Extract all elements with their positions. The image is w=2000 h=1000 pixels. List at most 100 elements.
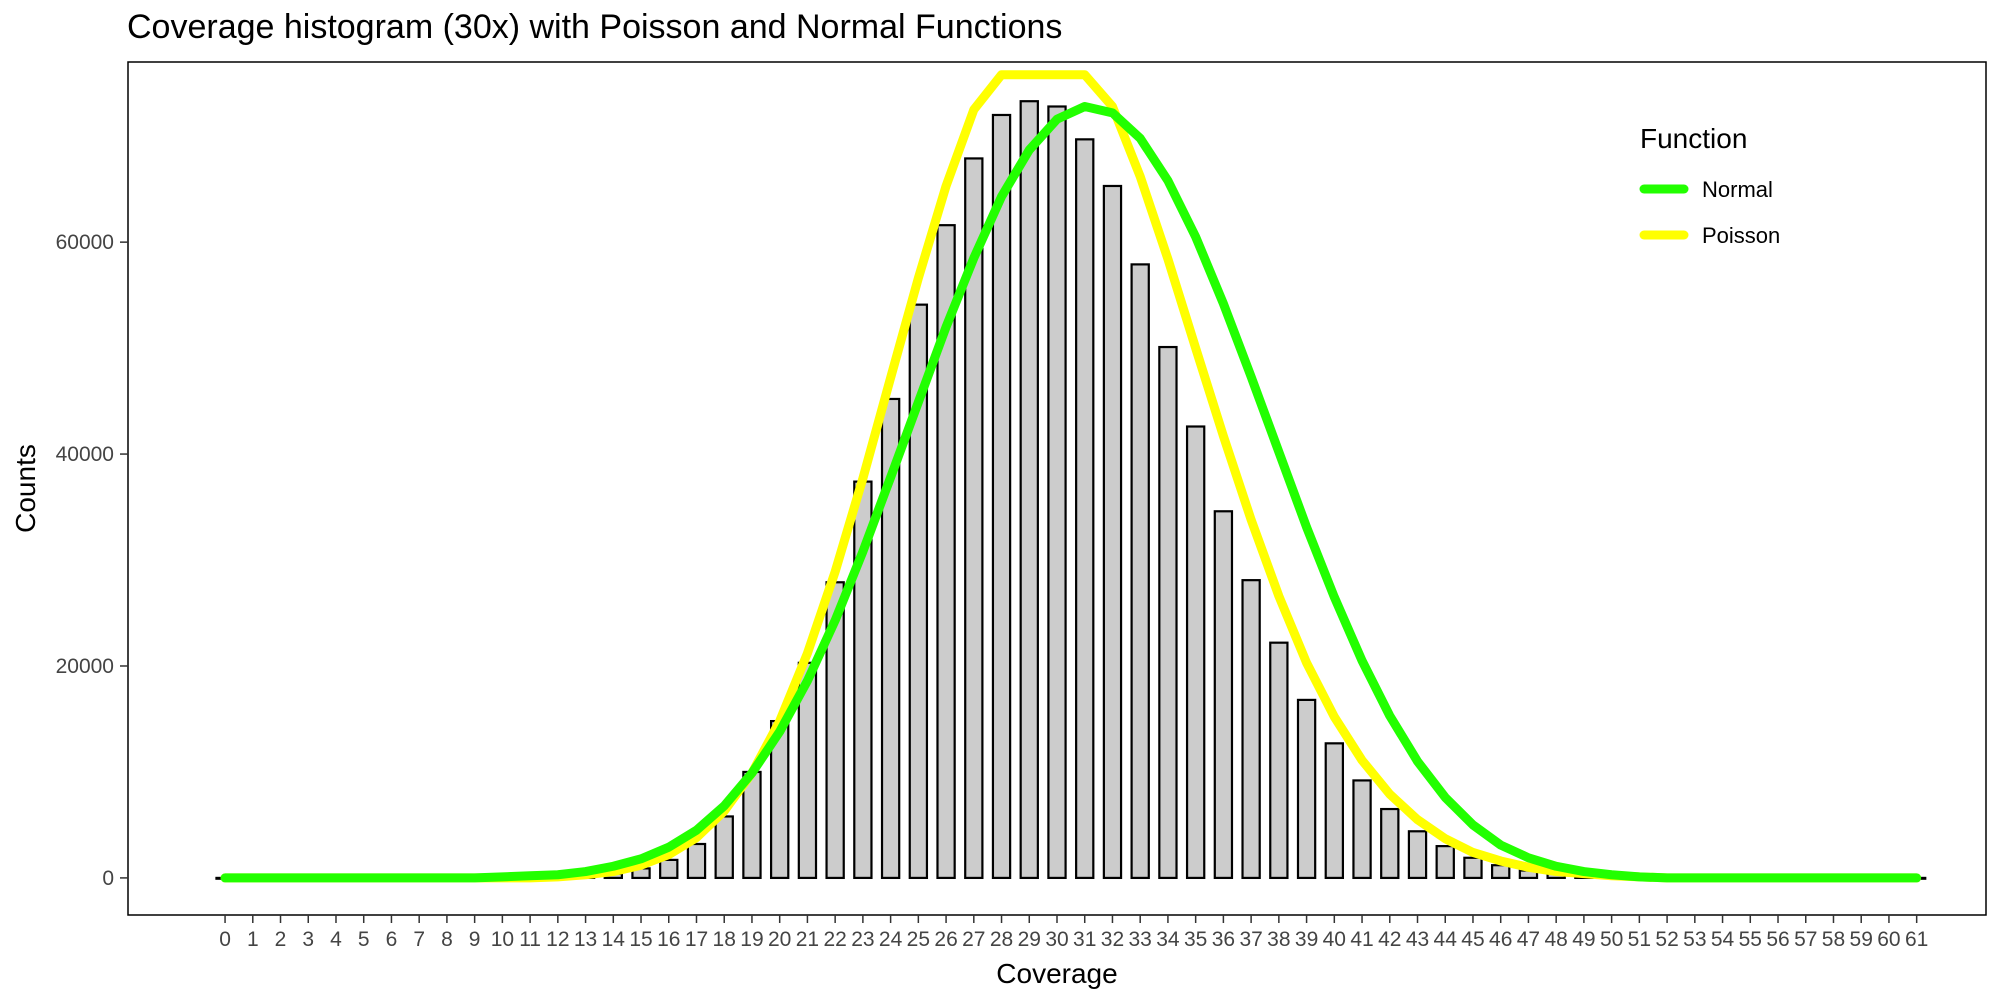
x-tick-label-43: 43	[1406, 928, 1429, 951]
bar-39	[1296, 698, 1317, 880]
x-tick-label-34: 34	[1156, 928, 1180, 951]
chart-title: Coverage histogram (30x) with Poisson an…	[127, 8, 1063, 46]
histogram-bars	[215, 100, 1927, 880]
x-tick-label-53: 53	[1683, 928, 1706, 951]
x-tick-label-51: 51	[1628, 928, 1651, 951]
x-tick-label-24: 24	[879, 928, 903, 951]
x-tick-label-36: 36	[1212, 928, 1235, 951]
bar-38	[1269, 641, 1289, 880]
y-tick-label-20000: 20000	[56, 655, 114, 678]
x-tick-label-10: 10	[491, 928, 514, 951]
x-tick-label-31: 31	[1073, 928, 1096, 951]
x-tick-label-6: 6	[386, 928, 398, 951]
x-tick-label-14: 14	[602, 928, 626, 951]
x-tick-label-9: 9	[469, 928, 481, 951]
x-tick-label-54: 54	[1711, 928, 1735, 951]
x-tick-label-1: 1	[247, 928, 259, 951]
x-tick-label-16: 16	[657, 928, 680, 951]
series-line-normal	[220, 102, 1922, 883]
y-axis-title: Counts	[10, 444, 41, 533]
x-tick-label-27: 27	[962, 928, 985, 951]
x-tick-label-49: 49	[1572, 928, 1595, 951]
x-tick-label-18: 18	[713, 928, 736, 951]
x-tick-label-15: 15	[629, 928, 652, 951]
x-tick-label-0: 0	[219, 928, 231, 951]
bar-34	[1158, 345, 1178, 880]
legend-label-normal: Normal	[1702, 177, 1773, 202]
x-tick-label-47: 47	[1517, 928, 1540, 951]
x-tick-label-11: 11	[519, 928, 541, 951]
bar-27	[964, 157, 984, 880]
bar-31	[1075, 138, 1095, 880]
y-tick-label-0: 0	[102, 867, 114, 890]
x-tick-label-25: 25	[907, 928, 930, 951]
x-tick-label-33: 33	[1129, 928, 1152, 951]
y-axis: 0 20000 40000 60000	[56, 231, 128, 890]
x-tick-label-42: 42	[1378, 928, 1401, 951]
x-tick-label-26: 26	[934, 928, 957, 951]
bar-40	[1324, 742, 1345, 880]
x-tick-label-3: 3	[302, 928, 314, 951]
x-tick-label-5: 5	[358, 928, 370, 951]
x-tick-label-20: 20	[768, 928, 791, 951]
series-line-poisson	[220, 70, 1922, 883]
x-tick-label-2: 2	[275, 928, 287, 951]
function-curves	[220, 70, 1922, 883]
x-tick-label-52: 52	[1655, 928, 1678, 951]
bar-35	[1185, 425, 1206, 880]
x-tick-label-12: 12	[546, 928, 569, 951]
bar-18	[714, 815, 734, 880]
x-tick-label-56: 56	[1766, 928, 1789, 951]
x-tick-label-4: 4	[330, 928, 342, 951]
x-tick-label-19: 19	[740, 928, 763, 951]
bar-44	[1435, 845, 1455, 880]
x-tick-label-40: 40	[1323, 928, 1346, 951]
x-tick-label-28: 28	[990, 928, 1013, 951]
bar-30	[1047, 105, 1067, 880]
x-tick-label-39: 39	[1295, 928, 1318, 951]
x-tick-label-46: 46	[1489, 928, 1512, 951]
x-tick-label-55: 55	[1739, 928, 1762, 951]
bar-36	[1213, 510, 1234, 880]
bar-45	[1463, 856, 1483, 880]
x-tick-label-38: 38	[1267, 928, 1290, 951]
bar-24	[880, 397, 901, 880]
x-tick-label-8: 8	[441, 928, 453, 951]
x-tick-label-59: 59	[1850, 928, 1873, 951]
x-tick-label-50: 50	[1600, 928, 1623, 951]
x-tick-label-35: 35	[1184, 928, 1207, 951]
bar-46	[1490, 864, 1511, 880]
y-tick-label-40000: 40000	[56, 443, 114, 466]
legend-label-poisson: Poisson	[1702, 223, 1780, 248]
x-tick-label-58: 58	[1822, 928, 1845, 951]
x-tick-label-29: 29	[1018, 928, 1041, 951]
bar-37	[1241, 579, 1261, 880]
x-tick-label-32: 32	[1101, 928, 1124, 951]
x-tick-label-7: 7	[413, 928, 425, 951]
x-tick-label-45: 45	[1461, 928, 1484, 951]
x-tick-label-48: 48	[1544, 928, 1567, 951]
bar-43	[1407, 830, 1428, 880]
bar-16	[659, 858, 679, 880]
x-tick-label-17: 17	[685, 928, 708, 951]
bar-33	[1130, 263, 1150, 880]
bar-17	[686, 842, 707, 880]
legend-title: Function	[1640, 123, 1747, 154]
bar-26	[936, 224, 956, 880]
bar-32	[1102, 184, 1123, 880]
legend: Function Normal Poisson	[1639, 123, 1780, 248]
x-tick-label-44: 44	[1434, 928, 1458, 951]
x-tick-label-23: 23	[851, 928, 874, 951]
x-tick-label-60: 60	[1877, 928, 1900, 951]
x-tick-label-57: 57	[1794, 928, 1817, 951]
bar-25	[908, 303, 929, 880]
bar-29	[1019, 100, 1039, 880]
x-tick-label-21: 21	[796, 928, 819, 951]
y-tick-label-60000: 60000	[56, 231, 114, 254]
x-axis-title: Coverage	[996, 958, 1117, 989]
x-tick-label-61: 61	[1905, 928, 1928, 951]
x-tick-label-22: 22	[823, 928, 846, 951]
x-axis: 0 1 2 3 4 5 6 7 8 9 10 11 12 13 14 15 16 17 18 19 20 21 22 23 24…	[219, 915, 1928, 951]
x-tick-label-13: 13	[574, 928, 597, 951]
